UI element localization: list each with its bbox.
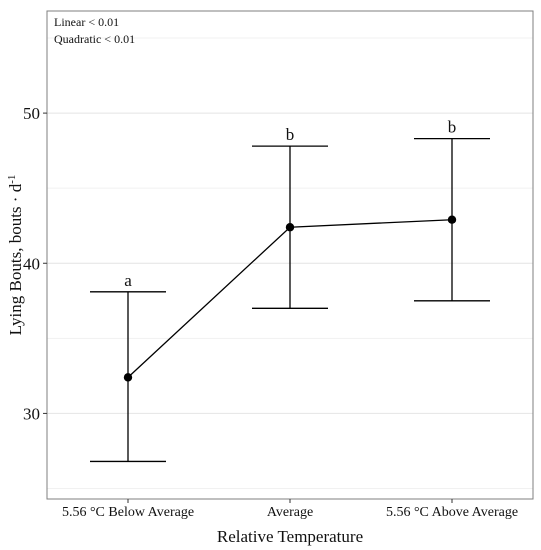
data-point-0: [123, 373, 133, 382]
significance-letter-2: b: [448, 118, 457, 137]
plot-layer: a b b: [90, 118, 490, 463]
y-axis-title-main: Lying Bouts, bouts · d: [6, 183, 25, 335]
y-axis-title: Lying Bouts, bouts · d-1: [6, 175, 25, 336]
x-tick-label-2: 5.56 °C Above Average: [386, 505, 518, 520]
y-tick-label-0: 30: [23, 404, 40, 423]
significance-letter-0: a: [124, 271, 132, 290]
y-tick-label-1: 40: [23, 254, 40, 273]
x-axis-title: Relative Temperature: [217, 527, 363, 546]
y-axis: 30 40 50: [23, 104, 47, 423]
x-axis: 5.56 °C Below Average Average 5.56 °C Abov…: [62, 499, 518, 520]
x-tick-label-1: Average: [267, 505, 313, 520]
data-point-2: [447, 215, 457, 224]
annotation-linear: Linear < 0.01: [54, 15, 119, 29]
data-point-1: [285, 223, 295, 232]
significance-letter-1: b: [286, 125, 295, 144]
y-axis-title-superscript: -1: [6, 175, 18, 184]
x-tick-label-0: 5.56 °C Below Average: [62, 505, 194, 520]
annotation-quadratic: Quadratic < 0.01: [54, 32, 135, 46]
y-tick-label-2: 50: [23, 104, 40, 123]
